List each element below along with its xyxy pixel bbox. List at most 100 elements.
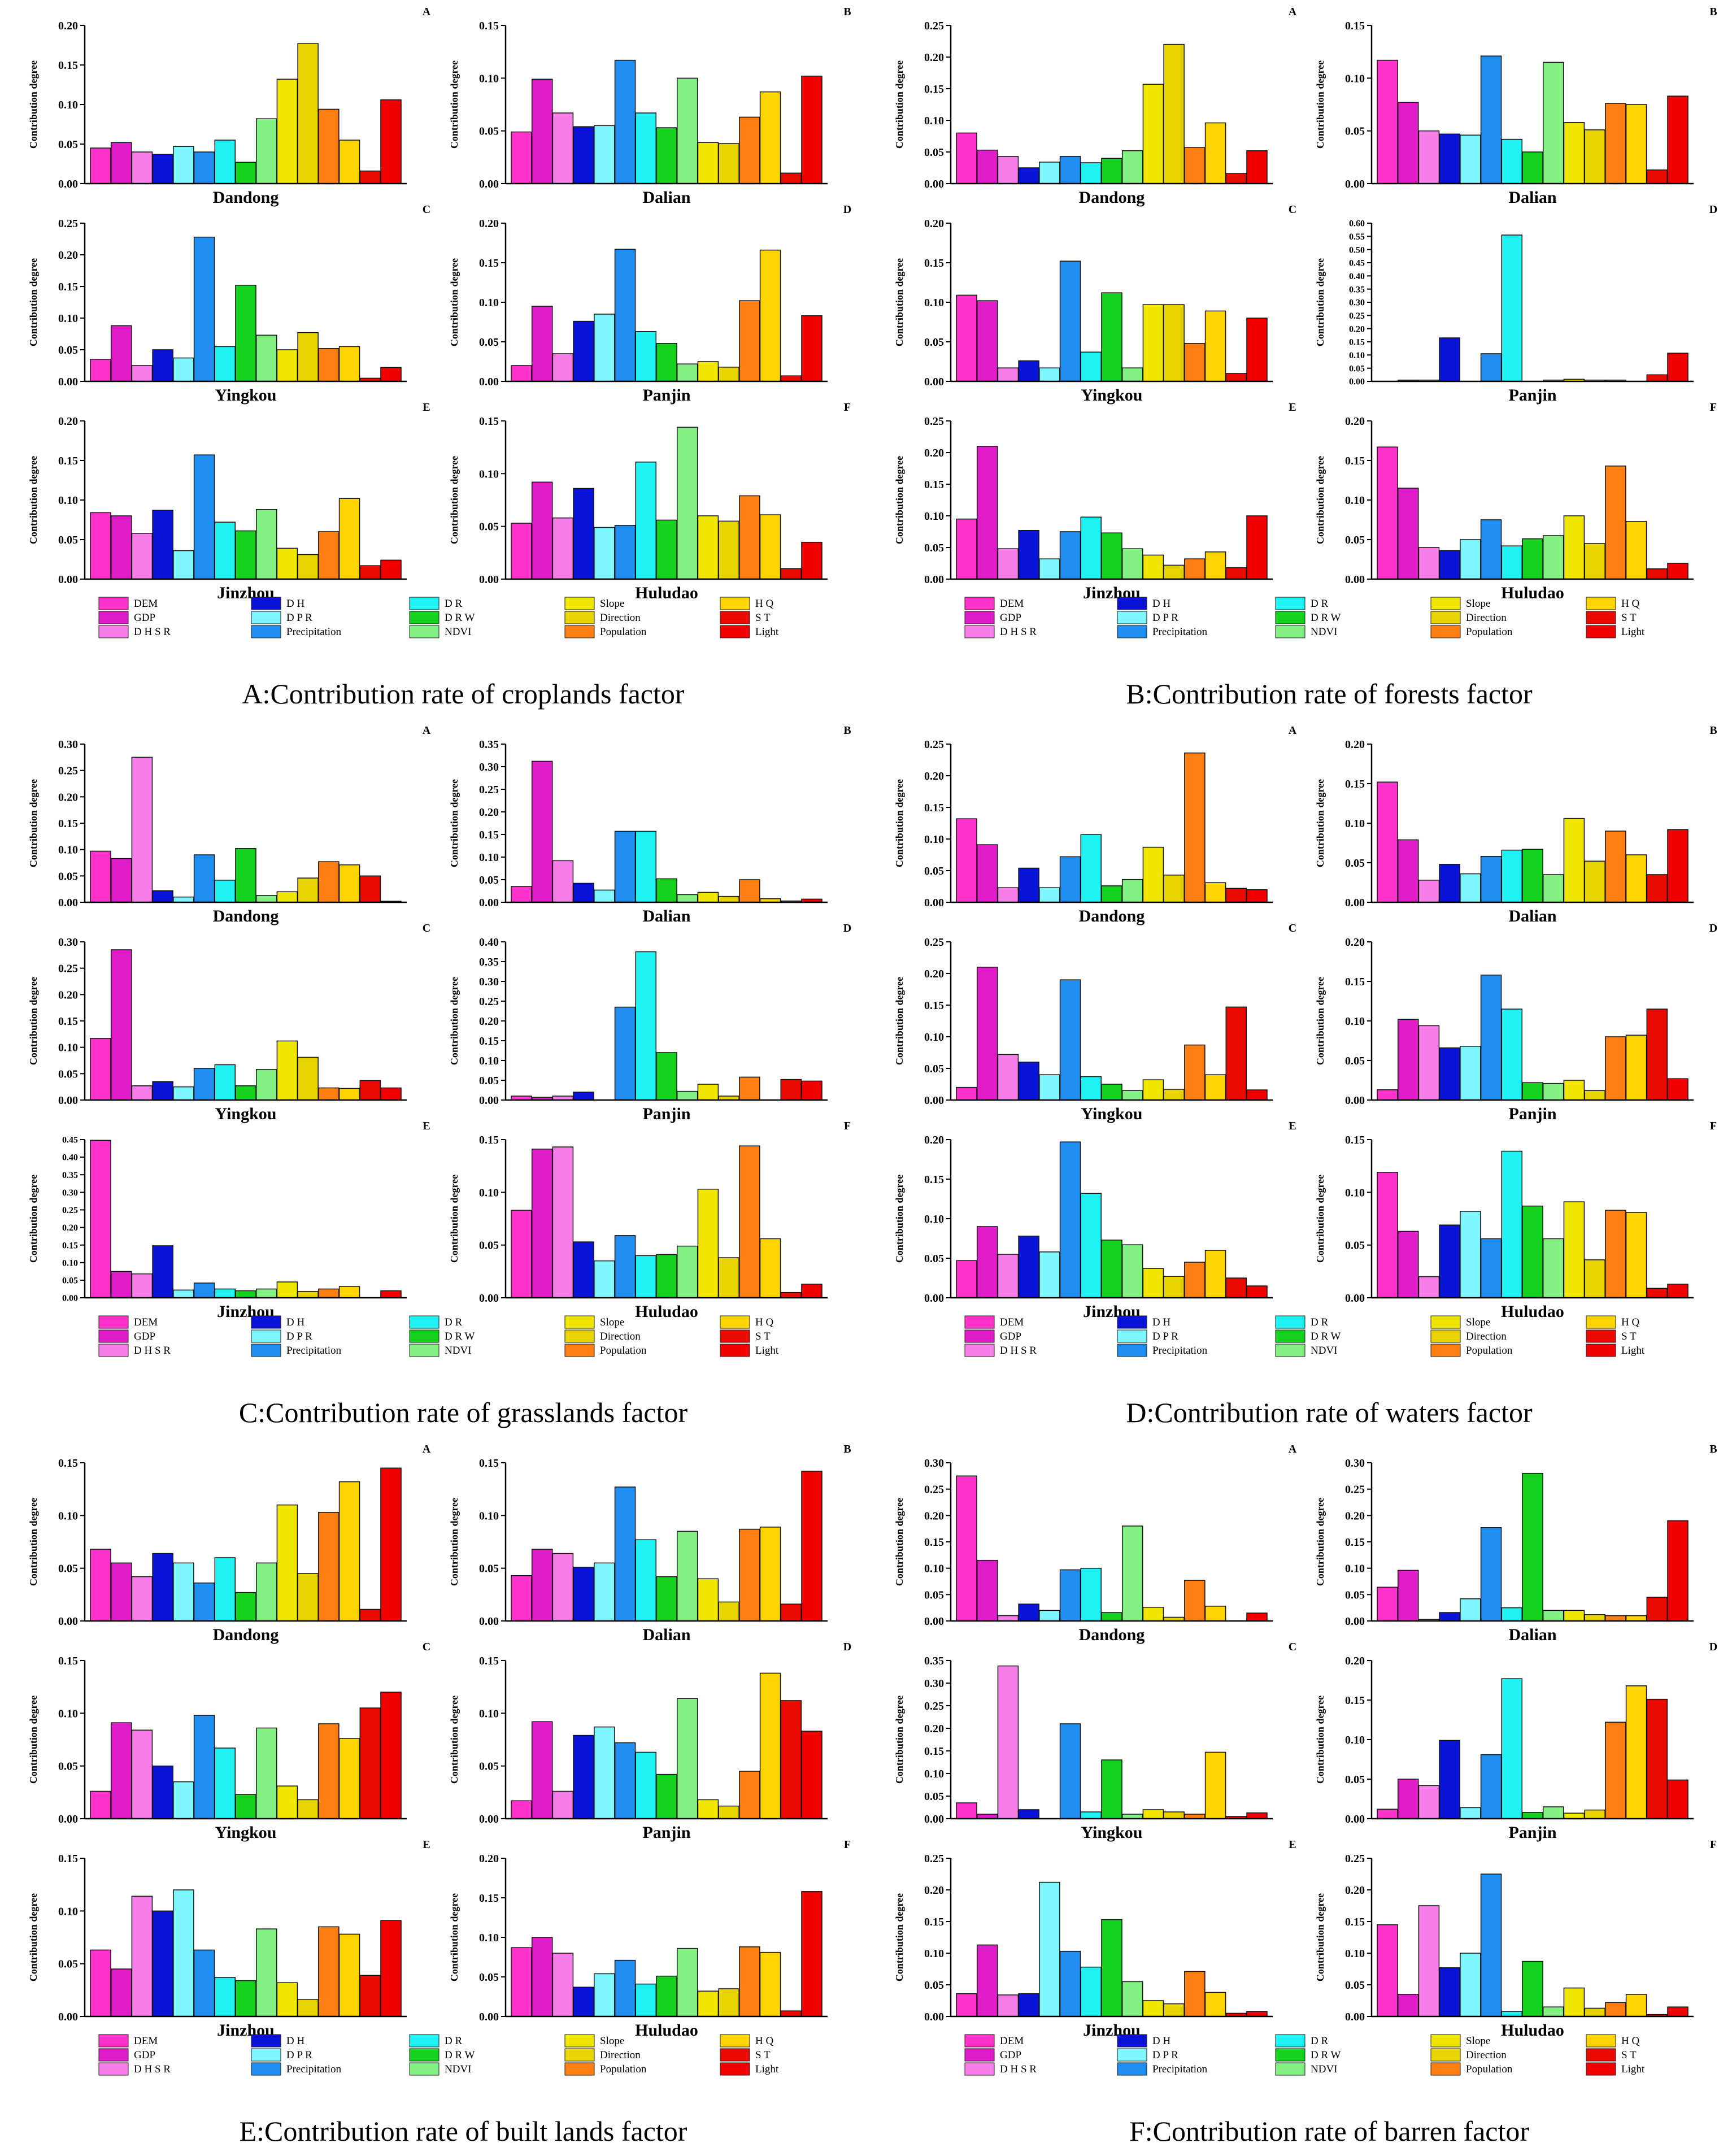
legend-label: DEM — [134, 2035, 158, 2047]
y-axis-label: Contribution degree — [1315, 1498, 1326, 1586]
bar-direction — [297, 1291, 319, 1298]
bar-hq — [338, 1088, 360, 1101]
bar-direction — [718, 520, 739, 580]
legend-swatch — [251, 625, 281, 638]
y-tick-label: 0.35 — [479, 956, 499, 968]
bar-hq — [1625, 1212, 1647, 1298]
bar-dpr — [1039, 1074, 1060, 1101]
bar-st — [780, 2010, 802, 2017]
legend-label: Population — [1466, 626, 1513, 638]
bar-drw — [1101, 292, 1122, 382]
y-tick-label: 0.05 — [924, 1979, 944, 1992]
y-tick-label: 0.10 — [1345, 1734, 1365, 1746]
y-tick-label: 0.20 — [924, 1884, 944, 1897]
legend-label: D R W — [1311, 2049, 1341, 2061]
bar-light — [801, 315, 823, 382]
legend-label: D H S R — [1000, 1345, 1037, 1357]
y-tick-label: 0.15 — [479, 257, 499, 270]
bar-precipitation — [1059, 260, 1081, 382]
bar-light — [1246, 889, 1268, 903]
bar-hq — [1204, 122, 1226, 184]
panel-letter: D — [843, 1641, 851, 1653]
bar-population — [1605, 1615, 1626, 1622]
bar-hq — [338, 498, 360, 580]
panel-letter: C — [1289, 1641, 1296, 1653]
bar-precipitation — [193, 1715, 215, 1819]
bar-st — [780, 1700, 802, 1819]
bar-dem — [511, 523, 532, 580]
y-axis-label: Contribution degree — [894, 977, 905, 1065]
y-tick-label: 0.15 — [1345, 455, 1365, 467]
bar-dh — [1439, 550, 1460, 580]
legend-swatch — [564, 1315, 595, 1329]
y-tick-label: 0.15 — [924, 999, 944, 1012]
bar-dr — [1501, 545, 1523, 580]
y-tick-label: 0.05 — [479, 1761, 499, 1773]
y-tick-label: 0.20 — [1345, 936, 1365, 949]
y-tick-label: 0.20 — [58, 249, 78, 262]
bar-dem — [956, 818, 977, 903]
legend-label: GDP — [1000, 1331, 1021, 1342]
y-tick-label: 0.10 — [479, 468, 499, 480]
bar-dh — [1439, 1224, 1460, 1298]
bar-dem — [1377, 446, 1398, 580]
bar-drw — [235, 1592, 256, 1622]
legend-label: NDVI — [1311, 626, 1338, 638]
bar-dh — [573, 883, 594, 903]
bar-ndvi — [1121, 1090, 1143, 1101]
y-tick-label: 0.15 — [1345, 1694, 1365, 1707]
bar-dpr — [173, 357, 194, 382]
legend-label: Light — [1621, 1345, 1645, 1357]
city-label: Yingkou — [1081, 386, 1143, 405]
legend-label: Direction — [600, 612, 641, 624]
bar-light — [801, 1471, 823, 1622]
panel-letter: A — [1289, 724, 1297, 737]
bar-st — [359, 565, 381, 580]
legend-swatch — [1275, 2034, 1305, 2048]
bar-dhsr — [131, 757, 153, 903]
figure-caption: F:Contribution rate of barren factor — [1129, 2115, 1529, 2147]
y-tick-label: 0.20 — [924, 447, 944, 459]
y-axis-label: Contribution degree — [449, 60, 460, 149]
bar-dem — [1377, 781, 1398, 903]
y-tick-label: 0.10 — [479, 851, 499, 864]
bar-dh — [1439, 864, 1460, 903]
legend: DEM D H D R Slope H Q GDP D P R D R W Direction S… — [98, 1315, 779, 1357]
bar-direction — [1584, 1809, 1605, 1819]
bar-dem — [1377, 1172, 1398, 1298]
legend-label: D P R — [1152, 612, 1178, 624]
y-tick-label: 0.55 — [1349, 232, 1365, 242]
bar-dhsr — [997, 156, 1019, 184]
y-tick-label: 0.05 — [58, 1563, 78, 1575]
bar-dh — [1439, 1967, 1460, 2017]
legend-swatch — [1275, 625, 1305, 638]
y-tick-label: 0.25 — [924, 1484, 944, 1496]
y-tick-label: 0.35 — [62, 1171, 78, 1180]
city-label: Dalian — [642, 907, 690, 925]
bar-hq — [338, 1933, 360, 2017]
y-tick-label: 0.15 — [924, 83, 944, 95]
bar-slope — [276, 547, 298, 580]
bar-hq — [759, 1672, 781, 1819]
legend-label: NDVI — [445, 1345, 472, 1357]
bar-precipitation — [1059, 531, 1081, 580]
panel-letter: D — [1709, 922, 1717, 934]
y-tick-label: 0.00 — [58, 573, 78, 586]
bar-ndvi — [676, 1698, 698, 1819]
bar-dem — [90, 1790, 111, 1819]
bar-direction — [297, 877, 319, 903]
legend-swatch — [1586, 1344, 1616, 1357]
legend-swatch — [1117, 1315, 1147, 1329]
bar-dh — [1439, 133, 1460, 184]
legend-swatch — [98, 1329, 129, 1343]
bar-ndvi — [255, 334, 277, 382]
bar-dpr — [1039, 367, 1060, 382]
legend-swatch — [409, 2062, 439, 2076]
legend-label: D H — [1152, 598, 1170, 610]
bar-st — [1225, 373, 1247, 382]
bar-slope — [697, 515, 719, 580]
legend-label: DEM — [1000, 1316, 1024, 1328]
bar-light — [1667, 2006, 1689, 2017]
bar-direction — [1584, 1259, 1605, 1298]
bar-dem — [511, 1210, 532, 1298]
